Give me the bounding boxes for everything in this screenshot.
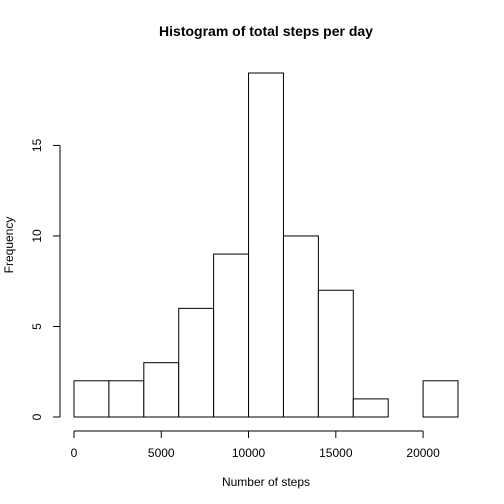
y-tick-label-3: 15 [30, 138, 44, 152]
histogram-bar-5 [248, 72, 284, 418]
y-axis-label: Frequency [2, 217, 16, 274]
x-tick-label-0: 0 [71, 446, 78, 460]
histogram-bar-6 [282, 235, 319, 418]
y-axis: 0 5 10 15 [30, 138, 61, 420]
bars-group [73, 72, 459, 418]
x-tick-label-1: 5000 [148, 446, 175, 460]
histogram-bar-0 [73, 380, 110, 418]
histogram-bar-3 [178, 307, 215, 418]
x-tick-label-3: 15000 [319, 446, 353, 460]
y-tick-label-1: 5 [30, 323, 44, 330]
chart-title: Histogram of total steps per day [159, 23, 373, 39]
y-tick-label-2: 10 [30, 229, 44, 243]
histogram-bar-1 [108, 380, 145, 418]
histogram-bar-7 [317, 289, 354, 418]
histogram-bar-8 [352, 398, 389, 418]
histogram-bar-2 [143, 362, 180, 418]
histogram-bar-10 [422, 380, 459, 418]
x-tick-label-4: 20000 [406, 446, 440, 460]
x-tick-label-2: 10000 [232, 446, 266, 460]
x-axis-label: Number of steps [222, 475, 310, 489]
histogram-bar-4 [213, 253, 250, 418]
x-axis: 0 5000 10000 15000 20000 [71, 430, 440, 460]
y-tick-label-0: 0 [30, 413, 44, 420]
